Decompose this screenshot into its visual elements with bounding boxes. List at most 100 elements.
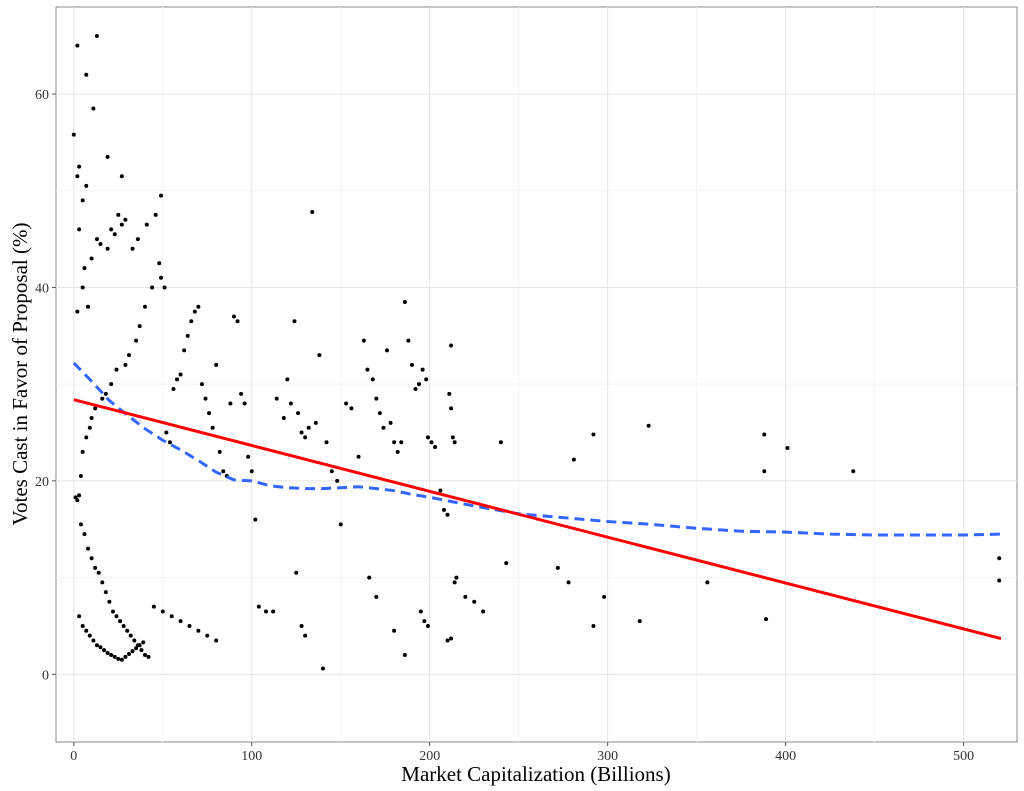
data-point xyxy=(157,261,162,266)
data-point xyxy=(103,391,108,396)
data-points xyxy=(71,34,1002,671)
data-point xyxy=(637,619,642,624)
data-point xyxy=(296,411,301,416)
data-point xyxy=(150,285,155,290)
data-point xyxy=(116,656,121,661)
data-point xyxy=(109,382,114,387)
x-tick-label: 300 xyxy=(597,749,618,764)
data-point xyxy=(162,285,167,290)
data-point xyxy=(126,353,131,358)
data-point xyxy=(395,449,400,454)
data-point xyxy=(84,72,89,77)
data-point xyxy=(141,640,146,645)
data-point xyxy=(281,416,286,421)
data-point xyxy=(112,654,117,659)
data-point xyxy=(299,430,304,435)
data-point xyxy=(452,440,457,445)
data-point xyxy=(125,628,130,633)
data-point xyxy=(199,382,204,387)
data-point xyxy=(137,324,142,329)
data-point xyxy=(317,353,322,358)
data-point xyxy=(210,425,215,430)
data-point xyxy=(303,633,308,638)
data-point xyxy=(94,643,99,648)
data-point xyxy=(445,638,450,643)
data-point xyxy=(103,590,108,595)
data-point xyxy=(75,309,80,314)
data-point xyxy=(422,619,427,624)
data-point xyxy=(112,232,117,237)
y-axis-title: Votes Cast in Favor of Proposal (%) xyxy=(8,223,32,526)
data-point xyxy=(413,387,418,392)
data-point xyxy=(374,594,379,599)
data-point xyxy=(591,623,596,628)
data-point xyxy=(116,212,121,217)
data-point xyxy=(109,227,114,232)
data-point xyxy=(84,183,89,188)
data-point xyxy=(402,299,407,304)
data-point xyxy=(361,338,366,343)
data-point xyxy=(450,435,455,440)
data-point xyxy=(292,319,297,324)
data-point xyxy=(324,440,329,445)
data-point xyxy=(77,164,82,169)
data-point xyxy=(130,649,135,654)
data-point xyxy=(285,377,290,382)
data-point xyxy=(370,377,375,382)
data-point xyxy=(764,617,769,622)
data-point xyxy=(75,498,80,503)
data-point xyxy=(214,362,219,367)
data-point xyxy=(91,638,96,643)
data-point xyxy=(80,449,85,454)
data-point xyxy=(109,652,114,657)
data-point xyxy=(89,556,94,561)
data-point xyxy=(344,401,349,406)
data-point xyxy=(454,575,459,580)
data-point xyxy=(449,636,454,641)
data-point xyxy=(205,633,210,638)
data-point xyxy=(182,348,187,353)
data-point xyxy=(135,237,140,242)
data-point xyxy=(89,256,94,261)
data-point xyxy=(256,604,261,609)
data-point xyxy=(80,198,85,203)
data-point xyxy=(429,440,434,445)
data-point xyxy=(137,643,142,648)
data-point xyxy=(263,609,268,614)
data-point xyxy=(80,623,85,628)
data-point xyxy=(94,237,99,242)
data-point xyxy=(762,432,767,437)
data-point xyxy=(472,599,477,604)
data-point xyxy=(555,565,560,570)
data-point xyxy=(158,193,163,198)
grid-lines xyxy=(56,7,1017,742)
data-point xyxy=(91,106,96,111)
data-point xyxy=(105,651,110,656)
y-tick-label: 0 xyxy=(42,668,49,683)
data-point xyxy=(310,210,315,215)
data-point xyxy=(445,512,450,517)
data-point xyxy=(123,217,128,222)
y-tick-label: 40 xyxy=(35,281,49,296)
data-point xyxy=(119,657,124,662)
data-point xyxy=(134,646,139,651)
data-point xyxy=(235,319,240,324)
data-point xyxy=(78,522,83,527)
data-point xyxy=(142,652,147,657)
data-point xyxy=(997,578,1002,583)
y-tick-label: 60 xyxy=(35,88,49,103)
data-point xyxy=(399,440,404,445)
data-point xyxy=(94,34,99,39)
data-point xyxy=(75,174,80,179)
data-point xyxy=(997,556,1002,561)
data-point xyxy=(89,416,94,421)
data-point xyxy=(356,454,361,459)
data-point xyxy=(144,222,149,227)
data-point xyxy=(142,304,147,309)
data-point xyxy=(438,488,443,493)
data-point xyxy=(160,609,165,614)
data-point xyxy=(80,285,85,290)
data-point xyxy=(196,304,201,309)
data-point xyxy=(130,246,135,251)
data-point xyxy=(107,599,112,604)
